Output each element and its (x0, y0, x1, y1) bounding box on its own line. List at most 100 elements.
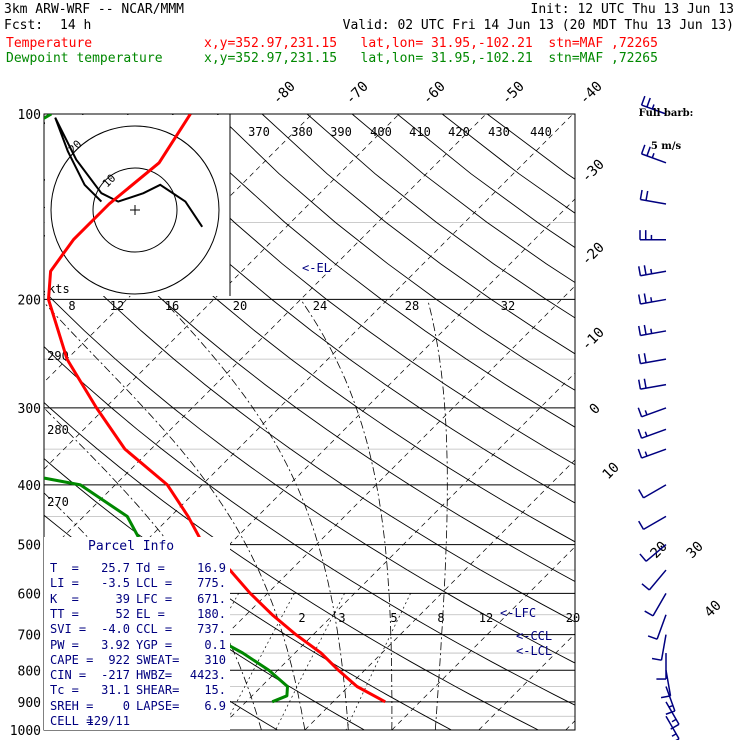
theta-label-440: 440 (530, 125, 552, 139)
parcel-cell: 3.92 (101, 637, 130, 652)
barb-full (639, 189, 643, 200)
wind-barb-600 (644, 592, 667, 617)
dewpoint-legend: Dewpoint temperature (6, 51, 163, 66)
barb-half (644, 451, 648, 457)
theta-left-label-280: 280 (47, 423, 69, 437)
wind-barb-650 (647, 614, 667, 640)
pressure-label-800: 800 (18, 664, 41, 679)
fcst-label: Fcst: (4, 18, 44, 33)
ccl-marker: <-CCL (516, 629, 552, 643)
parcel-cell: 52 (115, 606, 130, 621)
wind-barb-staff (665, 715, 680, 740)
barb-full (637, 294, 642, 305)
wind-barb-225 (637, 324, 667, 337)
barb-full (651, 657, 662, 661)
wind-barb-325 (637, 428, 667, 439)
parcel-cell: LAPSE= (136, 698, 180, 713)
dry-adiabat-340 (44, 290, 575, 664)
parcel-cell: 775. (197, 576, 226, 591)
parcel-row: Tc = 31.1 SHEAR= 15. (50, 683, 226, 698)
parcel-cell: 737. (197, 622, 226, 637)
parcel-cell: 16.9 (197, 561, 226, 575)
parcel-cell: K = (50, 591, 79, 606)
moist-adiabat-20 (44, 301, 306, 730)
theta-label-370: 370 (248, 125, 270, 139)
parcel-row: PW = 3.92 YGP = 0.1 (50, 638, 226, 653)
isotherm--30 (44, 114, 487, 557)
plot-frame (43, 113, 576, 731)
barb-half (651, 104, 655, 110)
theta-label-420: 420 (448, 125, 470, 139)
wind-barb-160 (639, 230, 666, 241)
parcel-cell: CELL = (50, 714, 94, 728)
wind-barb-120 (640, 144, 667, 164)
wind-barb-275 (637, 378, 667, 390)
parcel-row: TT = 52 EL = 180. (50, 607, 226, 622)
parcel-cell: 310 (204, 652, 226, 667)
dewpoint-location: x,y=352.97,231.15 lat,lon= 31.95,-102.21… (204, 51, 658, 66)
barb-full (645, 190, 649, 201)
parcel-cell: CIN = (50, 668, 87, 683)
hodo-speed-label-28: 28 (405, 299, 419, 313)
barb-full (638, 520, 645, 530)
parcel-cell: LCL = (136, 576, 173, 591)
wind-barb-550 (641, 569, 667, 591)
theta-label-410: 410 (409, 125, 431, 139)
mixing-ratio-label-5: 5 (390, 611, 397, 625)
wind-barb-staff (641, 428, 667, 439)
wind-barb-staff (641, 407, 667, 418)
isotherm--40 (44, 114, 400, 470)
parcel-cell: -3.5 (101, 576, 130, 591)
wind-barb-staff (660, 634, 667, 661)
barb-full (670, 723, 680, 730)
dry-adiabat-330 (44, 345, 575, 706)
isotherm-label-7: -10 (579, 325, 608, 354)
parcel-info-box: Parcel Info T = 25.7 Td = 16.9 LI = -3.5 LCL =… (44, 537, 230, 730)
parcel-cell: SHEAR= (136, 683, 180, 698)
hodograph-ring-20 (50, 125, 220, 295)
pressure-label-900: 900 (18, 696, 41, 711)
isotherm-label-3: -50 (499, 79, 528, 108)
parcel-row: CELL = 129/11 (50, 714, 226, 729)
parcel-cell: 129/11 (86, 714, 130, 728)
theta-label-390: 390 (330, 125, 352, 139)
parcel-cell: LFC = (136, 591, 173, 606)
pressure-label-300: 300 (18, 402, 41, 417)
barb-full (643, 293, 647, 304)
parcel-row: K = 39 LFC = 671. (50, 592, 226, 607)
hodo-speed-label-32: 32 (501, 299, 515, 313)
barb-full (637, 266, 642, 276)
barb-full (638, 489, 645, 499)
dry-adiabat-350 (44, 234, 575, 623)
barb-full (637, 379, 642, 390)
dry-adiabat-390 (126, 114, 575, 466)
barb-half (650, 268, 653, 274)
isotherm-label-4: -40 (577, 79, 606, 108)
wind-key: Full barb: 5 m/s (636, 86, 696, 174)
barb-full (646, 97, 651, 108)
hodo-speed-label-20: 20 (233, 299, 247, 313)
pressure-label-1000: 1000 (10, 724, 41, 739)
temperature-legend: Temperature (6, 36, 93, 51)
wind-barb-staff (640, 383, 667, 390)
barb-full (646, 146, 651, 157)
parcel-cell: SVI = (50, 622, 87, 637)
temperature-location: x,y=352.97,231.15 lat,lon= 31.95,-102.21… (204, 36, 658, 51)
parcel-row: SVI = -4.0 CCL = 737. (50, 622, 226, 637)
moist-adiabat-25 (162, 299, 349, 730)
wind-barb-300 (637, 407, 667, 418)
wind-barb-250 (637, 353, 667, 365)
isotherm-label-12: 40 (702, 598, 725, 621)
barb-full (637, 407, 643, 418)
theta-label-400: 400 (370, 125, 392, 139)
mixing-ratio-line-12 (275, 593, 345, 730)
moist-adiabat-30 (300, 299, 393, 730)
parcel-cell: HWBZ= (136, 668, 173, 683)
hodograph-ring-10 (92, 167, 178, 253)
wind-barb-900 (665, 701, 680, 730)
barb-half (644, 410, 648, 416)
parcel-row: SREH = 0 LAPSE= 6.9 (50, 699, 226, 714)
wind-barb-staff (640, 330, 667, 337)
